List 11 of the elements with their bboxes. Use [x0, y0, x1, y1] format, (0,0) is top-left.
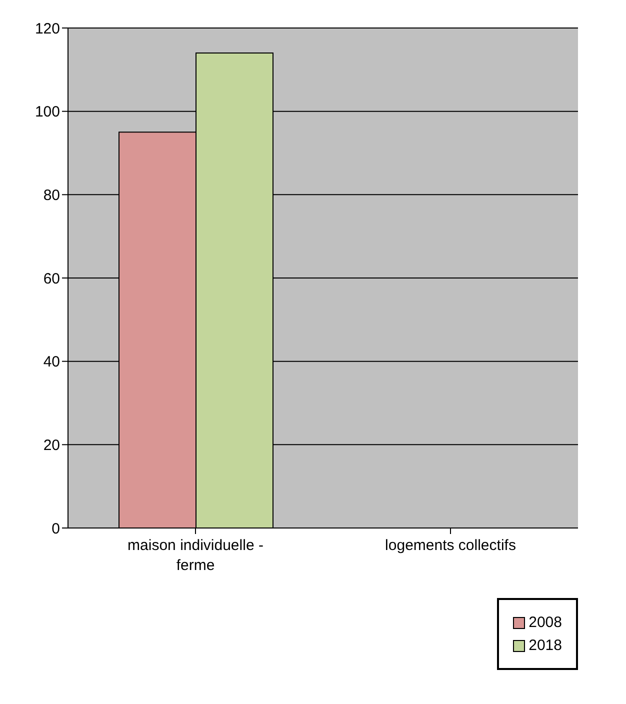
y-tick-label: 60 — [43, 270, 60, 288]
y-tick-label: 40 — [43, 354, 60, 371]
legend-label: 2018 — [528, 637, 562, 654]
legend-label: 2008 — [528, 614, 562, 631]
x-tick-label: maison individuelle - ferme — [128, 537, 264, 574]
y-tick-label: 20 — [43, 436, 60, 454]
x-tick-label: logements collectifs — [385, 537, 516, 554]
y-tick-label: 100 — [34, 104, 60, 121]
y-tick-label: 0 — [52, 520, 60, 538]
y-tick-label: 80 — [43, 186, 60, 204]
y-tick-label: 120 — [34, 20, 60, 38]
